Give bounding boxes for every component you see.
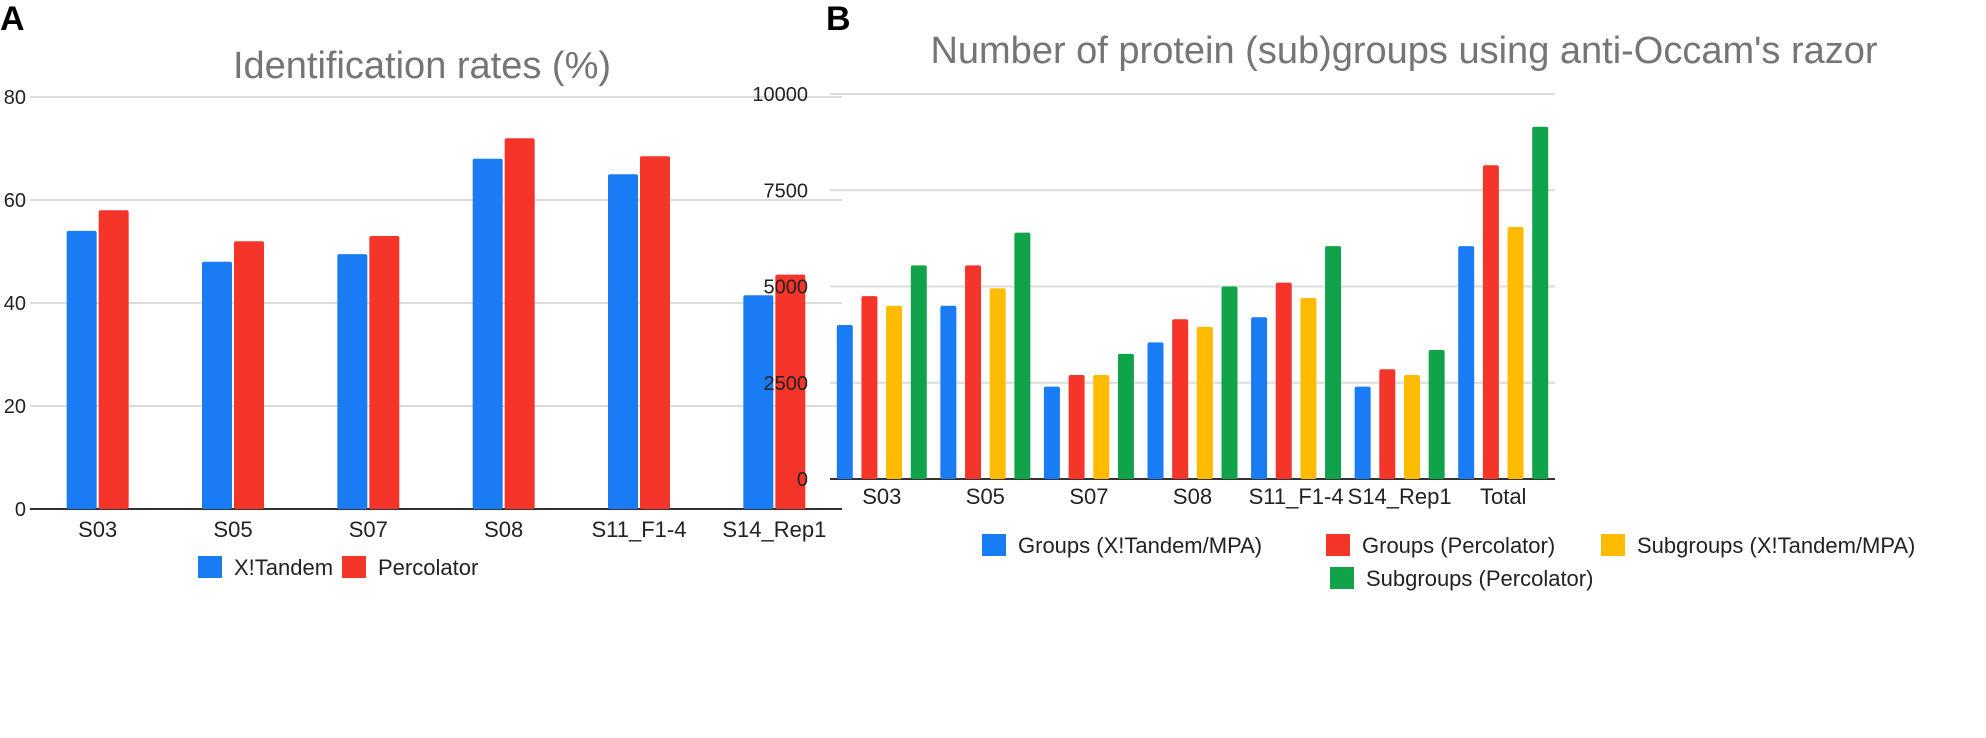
bar-total-series-4: [1532, 126, 1549, 479]
bar-s03-series-2: [861, 296, 878, 479]
legend-label: Groups (Percolator): [1362, 533, 1555, 558]
bar-s07-series-2: [369, 236, 400, 510]
bar-s03-series-4: [910, 265, 927, 479]
legend-label: Groups (X!Tandem/MPA): [1018, 533, 1262, 558]
chart-b-bars: [836, 126, 1549, 479]
x-category-label: S11_F1-4: [1249, 484, 1344, 509]
y-tick-label: 0: [15, 499, 26, 521]
legend-label: Subgroups (Percolator): [1366, 566, 1593, 591]
y-tick-label: 5000: [764, 277, 809, 299]
bar-s05-series-4: [1014, 232, 1031, 479]
bar-s11-f1-4-series-3: [1300, 298, 1317, 479]
bar-s07-series-3: [1093, 375, 1110, 479]
y-tick-label: 40: [4, 293, 26, 315]
legend-swatch: [1326, 534, 1350, 556]
legend-label: X!Tandem: [234, 555, 333, 580]
bar-s08-series-4: [1221, 286, 1238, 479]
chart-a-legend: X!Tandem Percolator: [198, 555, 478, 580]
x-category-label: S14_Rep1: [1348, 484, 1452, 509]
x-category-label: S14_Rep1: [722, 517, 826, 542]
chart-b-y-ticks: 0 2500 5000 7500 10000: [752, 84, 808, 491]
bar-s11-f1-4-series-2: [1275, 282, 1292, 479]
y-tick-label: 20: [4, 396, 26, 418]
bar-s05-series-2: [965, 265, 982, 479]
bar-s08-series-3: [1196, 326, 1213, 479]
legend-swatch: [1330, 567, 1354, 589]
bar-s05-series-3: [989, 288, 1006, 479]
chart-b-x-categories: S03 S05 S07 S08 S11_F1-4 S14_Rep1 Total: [862, 484, 1526, 509]
bar-s11-f1-4-series-1: [1251, 317, 1268, 479]
y-tick-label: 10000: [752, 84, 808, 106]
legend-label: Percolator: [378, 555, 478, 580]
x-category-label: S08: [484, 517, 523, 542]
panel-b: B Number of protein (sub)groups using an…: [752, 0, 1915, 591]
chart-a-bars: [66, 138, 806, 510]
bar-s11-f1-4-series-4: [1325, 246, 1342, 479]
bar-s05-series-2: [234, 241, 264, 509]
y-tick-label: 7500: [764, 180, 809, 202]
bar-s08-series-2: [504, 138, 535, 509]
legend-swatch: [1601, 534, 1625, 556]
x-category-label: S03: [78, 517, 117, 542]
x-category-label: S07: [1069, 484, 1108, 509]
legend-swatch: [198, 556, 222, 578]
bar-s14-rep1-series-1: [1354, 386, 1371, 479]
chart-b-legend: Groups (X!Tandem/MPA) Groups (Percolator)…: [982, 533, 1915, 591]
bar-s03-series-1: [836, 325, 853, 479]
x-category-label: S05: [213, 517, 252, 542]
bar-s07-series-1: [1043, 386, 1060, 479]
chart-a-y-ticks: 0 20 40 60 80: [4, 87, 26, 521]
panel-a: A Identification rates (%) 0 20 40 60 80 S03…: [0, 0, 842, 580]
chart-a-title: Identification rates (%): [233, 45, 611, 87]
y-tick-label: 80: [4, 87, 26, 109]
bar-s14-rep1-series-4: [1428, 350, 1445, 479]
legend-swatch: [982, 534, 1006, 556]
bar-s03-series-3: [886, 305, 903, 479]
legend-swatch: [342, 556, 366, 578]
bar-s11-f1-4-series-1: [608, 174, 638, 509]
x-category-label: Total: [1480, 484, 1526, 509]
y-tick-label: 0: [797, 469, 808, 491]
bar-s07-series-4: [1117, 353, 1134, 479]
legend-label: Subgroups (X!Tandem/MPA): [1637, 533, 1915, 558]
bar-s08-series-2: [1172, 319, 1189, 479]
y-tick-label: 2500: [764, 373, 809, 395]
bar-s14-rep1-series-1: [743, 295, 774, 509]
bar-s03-series-1: [66, 230, 97, 509]
panel-a-label: A: [0, 0, 25, 38]
chart-b-title: Number of protein (sub)groups using anti…: [930, 30, 1877, 72]
bar-s14-rep1-series-2: [1379, 369, 1396, 479]
bar-s03-series-2: [98, 210, 129, 510]
x-category-label: S07: [349, 517, 388, 542]
bar-s14-rep1-series-3: [1403, 375, 1420, 479]
bar-s08-series-1: [472, 158, 503, 510]
x-category-label: S05: [966, 484, 1005, 509]
bar-s05-series-1: [940, 305, 957, 479]
y-tick-label: 60: [4, 190, 26, 212]
bar-total-series-1: [1458, 246, 1475, 479]
bar-s08-series-1: [1147, 342, 1164, 479]
x-category-label: S08: [1173, 484, 1212, 509]
x-category-label: S03: [862, 484, 901, 509]
bar-s14-rep1-series-2: [775, 274, 806, 509]
panel-b-label: B: [826, 0, 851, 38]
bar-total-series-3: [1507, 226, 1524, 479]
chart-b-gridlines: [830, 93, 1555, 480]
chart-a-gridlines: [30, 96, 842, 510]
bar-total-series-2: [1482, 165, 1499, 479]
bar-s11-f1-4-series-2: [640, 156, 670, 509]
bar-s05-series-1: [202, 261, 232, 509]
x-category-label: S11_F1-4: [592, 517, 687, 542]
bar-s07-series-1: [337, 254, 368, 509]
chart-a-x-categories: S03 S05 S07 S08 S11_F1-4 S14_Rep1: [78, 517, 826, 542]
bar-s07-series-2: [1068, 375, 1085, 479]
